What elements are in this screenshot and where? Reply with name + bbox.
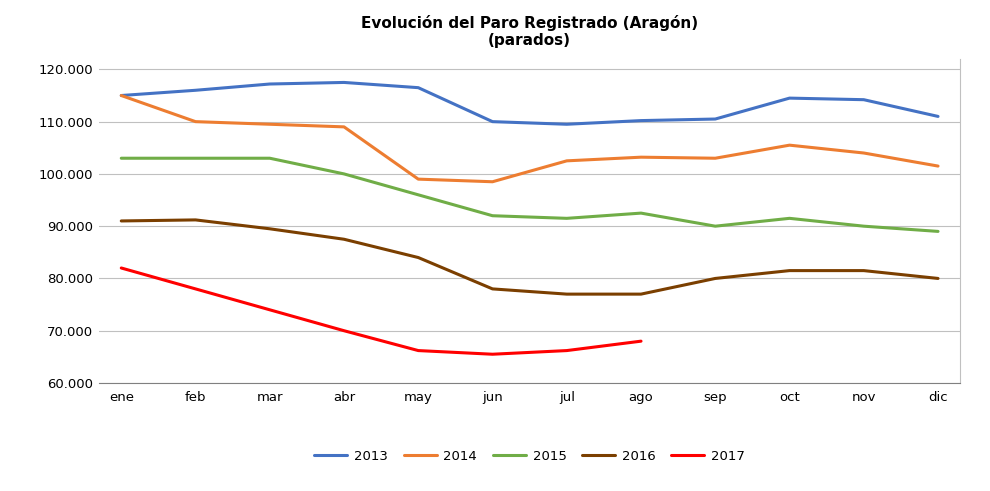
2016 bbox=[709, 275, 721, 281]
2013 bbox=[783, 95, 795, 101]
2017 bbox=[189, 286, 202, 292]
2015 bbox=[783, 216, 795, 221]
2017 bbox=[560, 348, 572, 354]
2013 bbox=[486, 119, 498, 125]
2013 bbox=[412, 85, 424, 91]
Line: 2016: 2016 bbox=[121, 220, 938, 294]
2013 bbox=[115, 93, 127, 99]
2016 bbox=[115, 218, 127, 224]
2015 bbox=[635, 210, 646, 216]
2017 bbox=[486, 351, 498, 357]
2017 bbox=[338, 328, 349, 334]
2017 bbox=[115, 265, 127, 271]
2014 bbox=[932, 163, 943, 169]
2014 bbox=[709, 155, 721, 161]
Line: 2013: 2013 bbox=[121, 82, 938, 124]
2014 bbox=[783, 142, 795, 148]
2013 bbox=[263, 81, 275, 87]
2014 bbox=[486, 179, 498, 185]
2014 bbox=[560, 158, 572, 164]
Line: 2017: 2017 bbox=[121, 268, 641, 354]
2013 bbox=[932, 113, 943, 119]
2017 bbox=[263, 307, 275, 313]
Title: Evolución del Paro Registrado (Aragón)
(parados): Evolución del Paro Registrado (Aragón) (… bbox=[361, 15, 698, 48]
Legend: 2013, 2014, 2015, 2016, 2017: 2013, 2014, 2015, 2016, 2017 bbox=[309, 445, 750, 468]
2016 bbox=[412, 255, 424, 261]
Line: 2015: 2015 bbox=[121, 158, 938, 231]
2016 bbox=[189, 217, 202, 223]
2013 bbox=[338, 80, 349, 85]
2015 bbox=[338, 171, 349, 177]
2013 bbox=[709, 116, 721, 122]
2015 bbox=[709, 223, 721, 229]
2014 bbox=[412, 176, 424, 182]
2014 bbox=[189, 119, 202, 125]
2013 bbox=[189, 87, 202, 93]
2015 bbox=[263, 155, 275, 161]
2015 bbox=[486, 213, 498, 218]
2016 bbox=[263, 226, 275, 232]
2016 bbox=[857, 268, 869, 273]
2015 bbox=[412, 192, 424, 198]
2016 bbox=[560, 291, 572, 297]
Line: 2014: 2014 bbox=[121, 96, 938, 182]
2017 bbox=[412, 348, 424, 354]
2015 bbox=[560, 216, 572, 221]
2016 bbox=[635, 291, 646, 297]
2016 bbox=[783, 268, 795, 273]
2013 bbox=[635, 118, 646, 124]
2017 bbox=[635, 338, 646, 344]
2013 bbox=[857, 97, 869, 103]
2014 bbox=[115, 93, 127, 99]
2013 bbox=[560, 121, 572, 127]
2015 bbox=[189, 155, 202, 161]
2016 bbox=[338, 236, 349, 242]
2014 bbox=[635, 154, 646, 160]
2015 bbox=[115, 155, 127, 161]
2015 bbox=[932, 228, 943, 234]
2014 bbox=[263, 121, 275, 127]
2015 bbox=[857, 223, 869, 229]
2016 bbox=[932, 275, 943, 281]
2014 bbox=[857, 150, 869, 156]
2014 bbox=[338, 124, 349, 130]
2016 bbox=[486, 286, 498, 292]
